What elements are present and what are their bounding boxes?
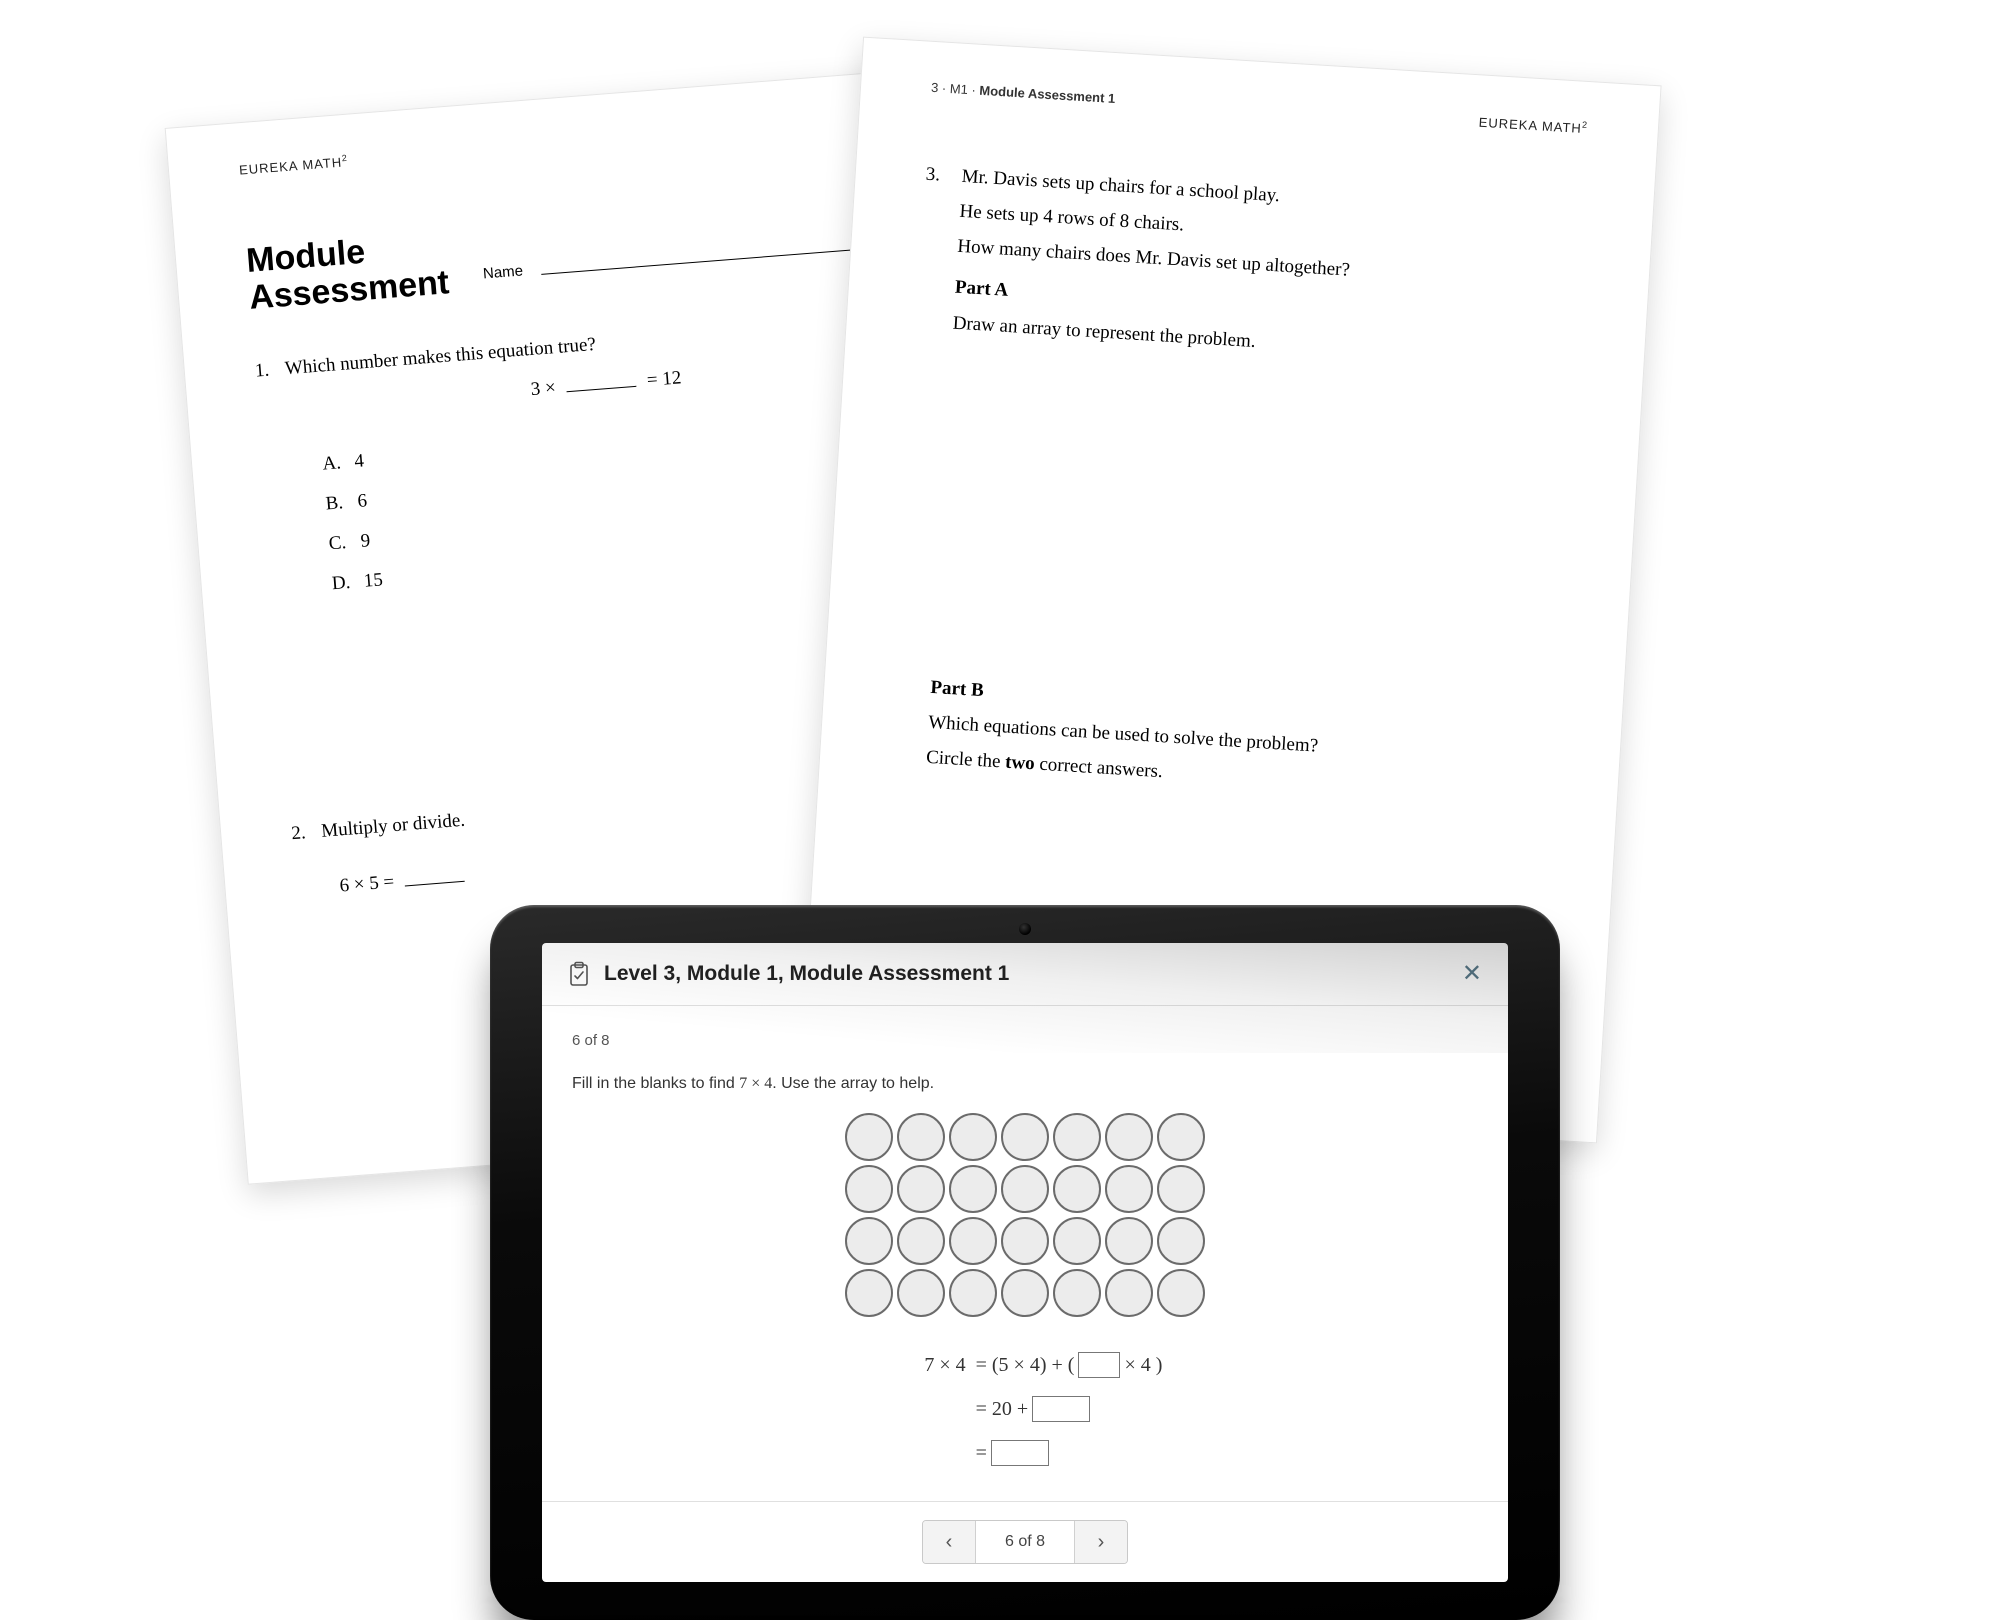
array-dot (1105, 1165, 1153, 1213)
array-dot (897, 1113, 945, 1161)
array-dot (1157, 1113, 1205, 1161)
pager-next-button[interactable]: › (1075, 1521, 1127, 1563)
equation-blank-3[interactable] (991, 1440, 1049, 1466)
array-dot (1157, 1269, 1205, 1317)
equation-blank-1[interactable] (1078, 1352, 1120, 1378)
array-dot (897, 1269, 945, 1317)
array-dot (949, 1165, 997, 1213)
array-dot (949, 1269, 997, 1317)
array-dot (1053, 1269, 1101, 1317)
q1-blank[interactable] (567, 386, 637, 392)
pager-prev-button[interactable]: ‹ (923, 1521, 975, 1563)
array-dot (845, 1217, 893, 1265)
brand-label: EUREKA MATH2 (1478, 113, 1588, 136)
array-dot (1053, 1217, 1101, 1265)
progress-label: 6 of 8 (572, 1032, 1478, 1049)
question-3: 3.Mr. Davis sets up chairs for a school … (889, 157, 1583, 813)
clipboard-icon (568, 961, 590, 987)
array-dot (1053, 1113, 1101, 1161)
assessment-title: Level 3, Module 1, Module Assessment 1 (604, 962, 1448, 986)
tablet-screen: Level 3, Module 1, Module Assessment 1 ✕… (542, 943, 1508, 1582)
array-dot (1105, 1113, 1153, 1161)
array-dot (1157, 1165, 1205, 1213)
array-dot (1105, 1217, 1153, 1265)
app-topbar: Level 3, Module 1, Module Assessment 1 ✕ (542, 943, 1508, 1006)
array-dot (1105, 1269, 1153, 1317)
name-label: Name (482, 262, 523, 282)
array-dot (1001, 1113, 1049, 1161)
pager-bar: ‹ 6 of 8 › (542, 1501, 1508, 1582)
close-icon[interactable]: ✕ (1462, 962, 1482, 986)
array-dot (1001, 1165, 1049, 1213)
array-dot (845, 1269, 893, 1317)
question-1: 1.Which number makes this equation true?… (254, 304, 930, 609)
array-dot (845, 1165, 893, 1213)
breadcrumb: 3 · M1 · Module Assessment 1 (931, 80, 1116, 106)
question-prompt: Fill in the blanks to find 7 × 4. Use th… (572, 1075, 1478, 1093)
array-dot (1001, 1217, 1049, 1265)
array-dot (845, 1113, 893, 1161)
array-dot (897, 1165, 945, 1213)
pager-count: 6 of 8 (975, 1521, 1075, 1563)
dot-array (845, 1113, 1205, 1317)
pager: ‹ 6 of 8 › (922, 1520, 1128, 1564)
array-dot (1001, 1269, 1049, 1317)
equation-blank-2[interactable] (1032, 1396, 1090, 1422)
q2-blank[interactable] (405, 881, 465, 887)
array-dot (949, 1217, 997, 1265)
brand-label: EUREKA MATH2 (238, 153, 348, 178)
array-dot (949, 1113, 997, 1161)
camera-icon (1019, 923, 1031, 935)
assessment-content: 6 of 8 Fill in the blanks to find 7 × 4.… (542, 1006, 1508, 1475)
array-dot (1053, 1165, 1101, 1213)
tablet-device: Level 3, Module 1, Module Assessment 1 ✕… (490, 905, 1560, 1620)
array-dot (1157, 1217, 1205, 1265)
equation-block: 7 × 4 = (5 × 4) + ( × 4 ) = 20 + = (888, 1343, 1163, 1475)
array-dot (897, 1217, 945, 1265)
